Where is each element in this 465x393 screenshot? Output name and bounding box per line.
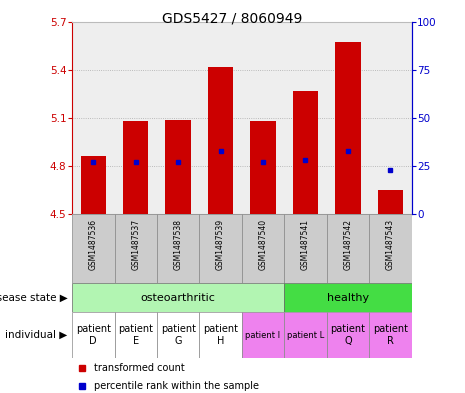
Text: GSM1487539: GSM1487539 bbox=[216, 219, 225, 270]
Bar bbox=[208, 66, 233, 214]
Bar bbox=[199, 312, 242, 358]
Text: patient I: patient I bbox=[246, 331, 280, 340]
Text: GSM1487542: GSM1487542 bbox=[343, 219, 352, 270]
Bar bbox=[114, 214, 157, 283]
Text: healthy: healthy bbox=[327, 293, 369, 303]
Text: GSM1487537: GSM1487537 bbox=[131, 219, 140, 270]
Text: GSM1487540: GSM1487540 bbox=[259, 219, 267, 270]
Bar bbox=[72, 312, 114, 358]
Bar bbox=[326, 312, 369, 358]
Bar bbox=[284, 283, 412, 312]
Bar bbox=[293, 91, 318, 214]
Text: percentile rank within the sample: percentile rank within the sample bbox=[94, 381, 259, 391]
Bar bbox=[166, 119, 191, 214]
Text: GSM1487536: GSM1487536 bbox=[89, 219, 98, 270]
Text: patient
G: patient G bbox=[160, 324, 196, 346]
Text: osteoarthritic: osteoarthritic bbox=[141, 293, 216, 303]
Bar bbox=[72, 283, 284, 312]
Bar bbox=[72, 214, 114, 283]
Bar bbox=[80, 156, 106, 214]
Text: individual ▶: individual ▶ bbox=[5, 330, 67, 340]
Text: GSM1487541: GSM1487541 bbox=[301, 219, 310, 270]
Bar bbox=[284, 312, 326, 358]
Text: GDS5427 / 8060949: GDS5427 / 8060949 bbox=[162, 12, 303, 26]
Text: GSM1487543: GSM1487543 bbox=[386, 219, 395, 270]
Bar bbox=[335, 42, 360, 214]
Bar bbox=[157, 214, 199, 283]
Bar bbox=[242, 312, 284, 358]
Bar bbox=[242, 214, 284, 283]
Text: patient L: patient L bbox=[287, 331, 324, 340]
Text: disease state ▶: disease state ▶ bbox=[0, 293, 67, 303]
Text: GSM1487538: GSM1487538 bbox=[173, 219, 183, 270]
Text: patient
E: patient E bbox=[118, 324, 153, 346]
Text: patient
R: patient R bbox=[373, 324, 408, 346]
Bar bbox=[284, 214, 326, 283]
Text: transformed count: transformed count bbox=[94, 362, 185, 373]
Bar bbox=[369, 312, 412, 358]
Bar bbox=[157, 312, 199, 358]
Bar bbox=[369, 214, 412, 283]
Bar bbox=[199, 214, 242, 283]
Text: patient
Q: patient Q bbox=[330, 324, 365, 346]
Text: patient
H: patient H bbox=[203, 324, 238, 346]
Bar bbox=[326, 214, 369, 283]
Bar bbox=[378, 190, 403, 214]
Bar bbox=[250, 121, 276, 214]
Text: patient
D: patient D bbox=[76, 324, 111, 346]
Bar bbox=[114, 312, 157, 358]
Bar bbox=[123, 121, 148, 214]
